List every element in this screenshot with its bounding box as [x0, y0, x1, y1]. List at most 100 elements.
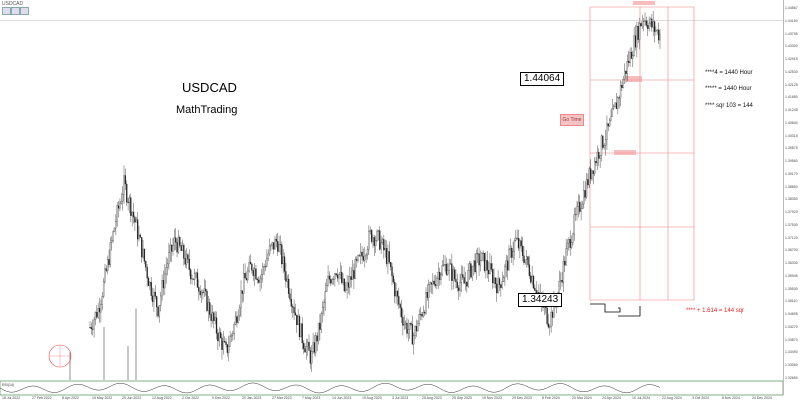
chart-toolbar-button[interactable]	[2, 7, 11, 15]
oscillator-label: RSI(14)	[2, 383, 15, 387]
price-axis-tick: 1.39875	[785, 146, 798, 151]
candle-body	[587, 179, 589, 186]
candle-body	[217, 333, 219, 342]
candle-body	[141, 237, 143, 258]
candle-body	[124, 175, 127, 185]
candle-body	[206, 291, 208, 311]
candle-body	[502, 277, 505, 282]
candle-body	[445, 264, 448, 275]
candle-body	[319, 322, 321, 330]
candle-body	[151, 295, 154, 302]
candle-body	[506, 260, 509, 271]
candle-body	[577, 201, 580, 207]
candle-body	[262, 266, 264, 275]
candle-body	[648, 22, 650, 29]
candle-body	[273, 242, 275, 250]
candle-body	[203, 288, 205, 293]
price-label-top: 1.44064	[520, 72, 565, 86]
candle-body	[479, 260, 482, 266]
candle-body	[613, 106, 615, 109]
candle-body	[564, 261, 566, 266]
candle-body	[123, 175, 125, 195]
candle-body	[290, 299, 292, 307]
candle-body	[368, 231, 370, 250]
candle-body	[332, 278, 335, 280]
candle-body	[326, 285, 328, 292]
candle-body	[89, 327, 91, 328]
candle-body	[634, 35, 637, 48]
price-axis-tick: 1.44567	[785, 6, 798, 10]
candle-body	[334, 273, 336, 280]
candle-body	[647, 25, 649, 29]
candle-body	[602, 135, 604, 148]
candle-body	[651, 18, 653, 28]
candle-body	[172, 245, 174, 252]
candle-body	[92, 328, 94, 330]
candle-body	[626, 61, 629, 74]
candle-body	[477, 253, 479, 255]
time-axis-tick: 3 Oct 2024	[692, 396, 710, 400]
candle-body	[145, 261, 147, 268]
candle-body	[131, 211, 133, 216]
candle-body	[534, 287, 536, 291]
price-axis-tick: 1.36700	[785, 248, 798, 253]
time-axis-tick: 2 Oct 2022	[182, 396, 200, 400]
candle-body	[418, 314, 420, 324]
candle-body	[279, 244, 282, 245]
candle-body	[425, 292, 427, 314]
candle-body	[94, 312, 97, 321]
candle-body	[93, 319, 95, 330]
candle-body	[117, 205, 120, 209]
chart-toolbar-button[interactable]	[20, 7, 29, 15]
candle-body	[652, 21, 654, 28]
candle-body	[509, 248, 512, 250]
candle-body	[501, 281, 503, 288]
candle-body	[230, 334, 233, 337]
candle-body	[570, 242, 573, 248]
candle-body	[468, 263, 471, 271]
candle-body	[407, 329, 409, 334]
candle-body	[606, 123, 608, 140]
price-axis-tick: 1.42125	[785, 82, 798, 87]
candle-body	[259, 278, 261, 283]
candle-body	[297, 315, 299, 326]
candle-body	[494, 277, 497, 285]
candle-body	[339, 272, 341, 275]
candle-body	[355, 259, 358, 261]
candle-body	[111, 240, 113, 243]
candle-body	[330, 279, 332, 284]
go-time-label: Go Time	[560, 114, 584, 126]
candle-body	[149, 282, 151, 286]
candle-body	[328, 275, 331, 280]
time-axis-tick: 24 Dec 2024	[752, 396, 772, 400]
price-axis[interactable]	[783, 0, 800, 395]
candle-body	[196, 272, 199, 288]
candle-body	[179, 236, 181, 246]
candle-body	[127, 201, 129, 204]
chart-toolbar-button[interactable]	[11, 7, 20, 15]
candle-body	[305, 346, 307, 353]
candle-body	[600, 135, 603, 156]
candle-body	[251, 263, 253, 271]
candle-body	[263, 266, 265, 268]
candle-body	[150, 282, 152, 296]
candle-body	[229, 336, 231, 347]
candle-body	[211, 312, 214, 321]
candle-body	[550, 311, 552, 328]
candle-body	[109, 242, 112, 265]
candle-body	[504, 266, 506, 278]
candle-body	[377, 230, 380, 232]
candle-body	[199, 290, 201, 296]
candle-body	[354, 259, 356, 279]
candle-body	[404, 322, 407, 325]
candle-body	[301, 323, 303, 344]
candle-body	[238, 307, 241, 317]
candle-body	[528, 264, 531, 276]
price-axis-tick: 1.35945	[785, 273, 798, 278]
candle-body	[342, 278, 344, 283]
price-axis-tick: 1.41680	[785, 95, 798, 100]
candle-body	[338, 274, 340, 279]
bracket-marker	[590, 303, 621, 313]
candle-body	[157, 306, 159, 317]
